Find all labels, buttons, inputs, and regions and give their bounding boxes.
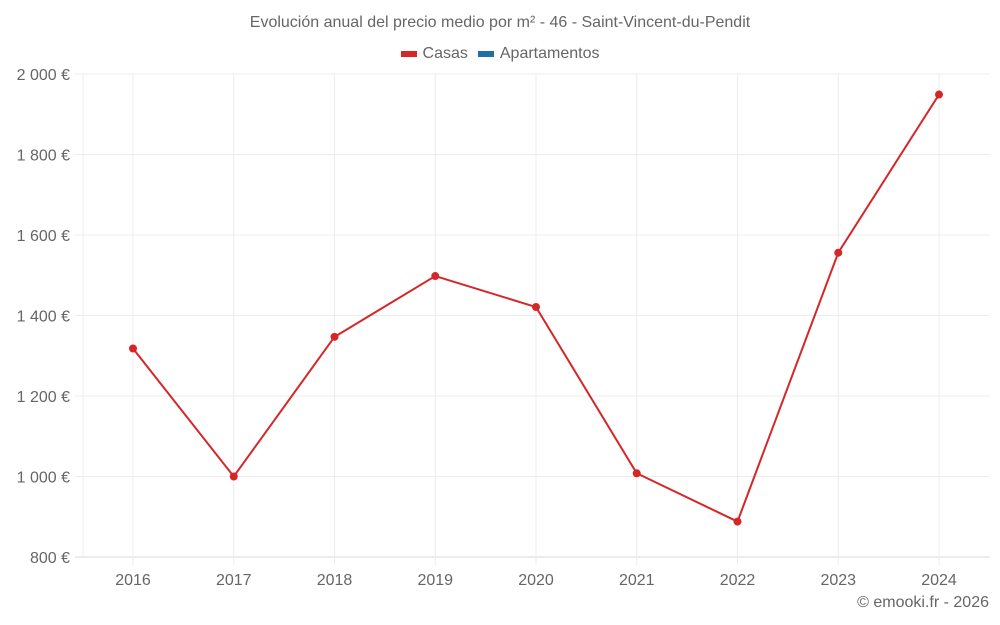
- legend-label-casas: Casas: [422, 45, 468, 62]
- data-point[interactable]: [733, 517, 742, 526]
- y-tick-label: 1 600 €: [17, 228, 70, 245]
- grid-lines: [75, 73, 990, 565]
- chart-legend: Casas Apartamentos: [0, 45, 1000, 63]
- series-casas: [129, 90, 943, 526]
- x-tick-label: 2024: [921, 572, 957, 589]
- legend-swatch-casas-icon: [400, 51, 417, 57]
- x-tick-label: 2016: [115, 572, 151, 589]
- data-point[interactable]: [330, 332, 339, 341]
- x-tick-label: 2017: [216, 572, 252, 589]
- legend-label-apartamentos: Apartamentos: [499, 45, 600, 62]
- y-tick-label: 800 €: [30, 550, 70, 567]
- y-tick-label: 1 800 €: [17, 148, 70, 165]
- y-tick-label: 1 200 €: [17, 389, 70, 406]
- data-point[interactable]: [431, 272, 440, 281]
- chart-title: Evolución anual del precio medio por m² …: [249, 14, 751, 31]
- legend-swatch-apartamentos-icon: [477, 51, 494, 57]
- data-point[interactable]: [632, 469, 641, 478]
- x-tick-label: 2022: [720, 572, 756, 589]
- legend-item-apartamentos[interactable]: Apartamentos: [477, 45, 600, 63]
- x-tick-label: 2018: [317, 572, 353, 589]
- credit-text: © emooki.fr - 2026: [857, 594, 989, 611]
- data-point[interactable]: [229, 472, 238, 481]
- y-tick-label: 1 400 €: [17, 309, 70, 326]
- y-tick-label: 2 000 €: [17, 67, 70, 84]
- data-point[interactable]: [935, 90, 943, 99]
- x-tick-label: 2019: [417, 572, 453, 589]
- y-tick-label: 1 000 €: [17, 470, 70, 487]
- y-axis: 2 000 € 1 800 € 1 600 € 1 400 € 1 200 € 1 000…: [17, 67, 70, 567]
- data-point[interactable]: [834, 248, 843, 257]
- x-tick-label: 2021: [619, 572, 655, 589]
- x-axis: 2016 2017 2018 2019 2020 2021 2022 2023 2024: [115, 572, 957, 589]
- x-tick-label: 2023: [820, 572, 856, 589]
- data-point[interactable]: [129, 344, 137, 353]
- legend-item-casas[interactable]: Casas: [400, 45, 468, 63]
- x-tick-label: 2020: [518, 572, 554, 589]
- data-point[interactable]: [532, 303, 540, 312]
